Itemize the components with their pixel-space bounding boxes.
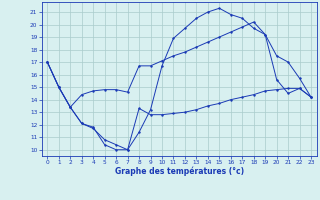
X-axis label: Graphe des températures (°c): Graphe des températures (°c) (115, 167, 244, 176)
